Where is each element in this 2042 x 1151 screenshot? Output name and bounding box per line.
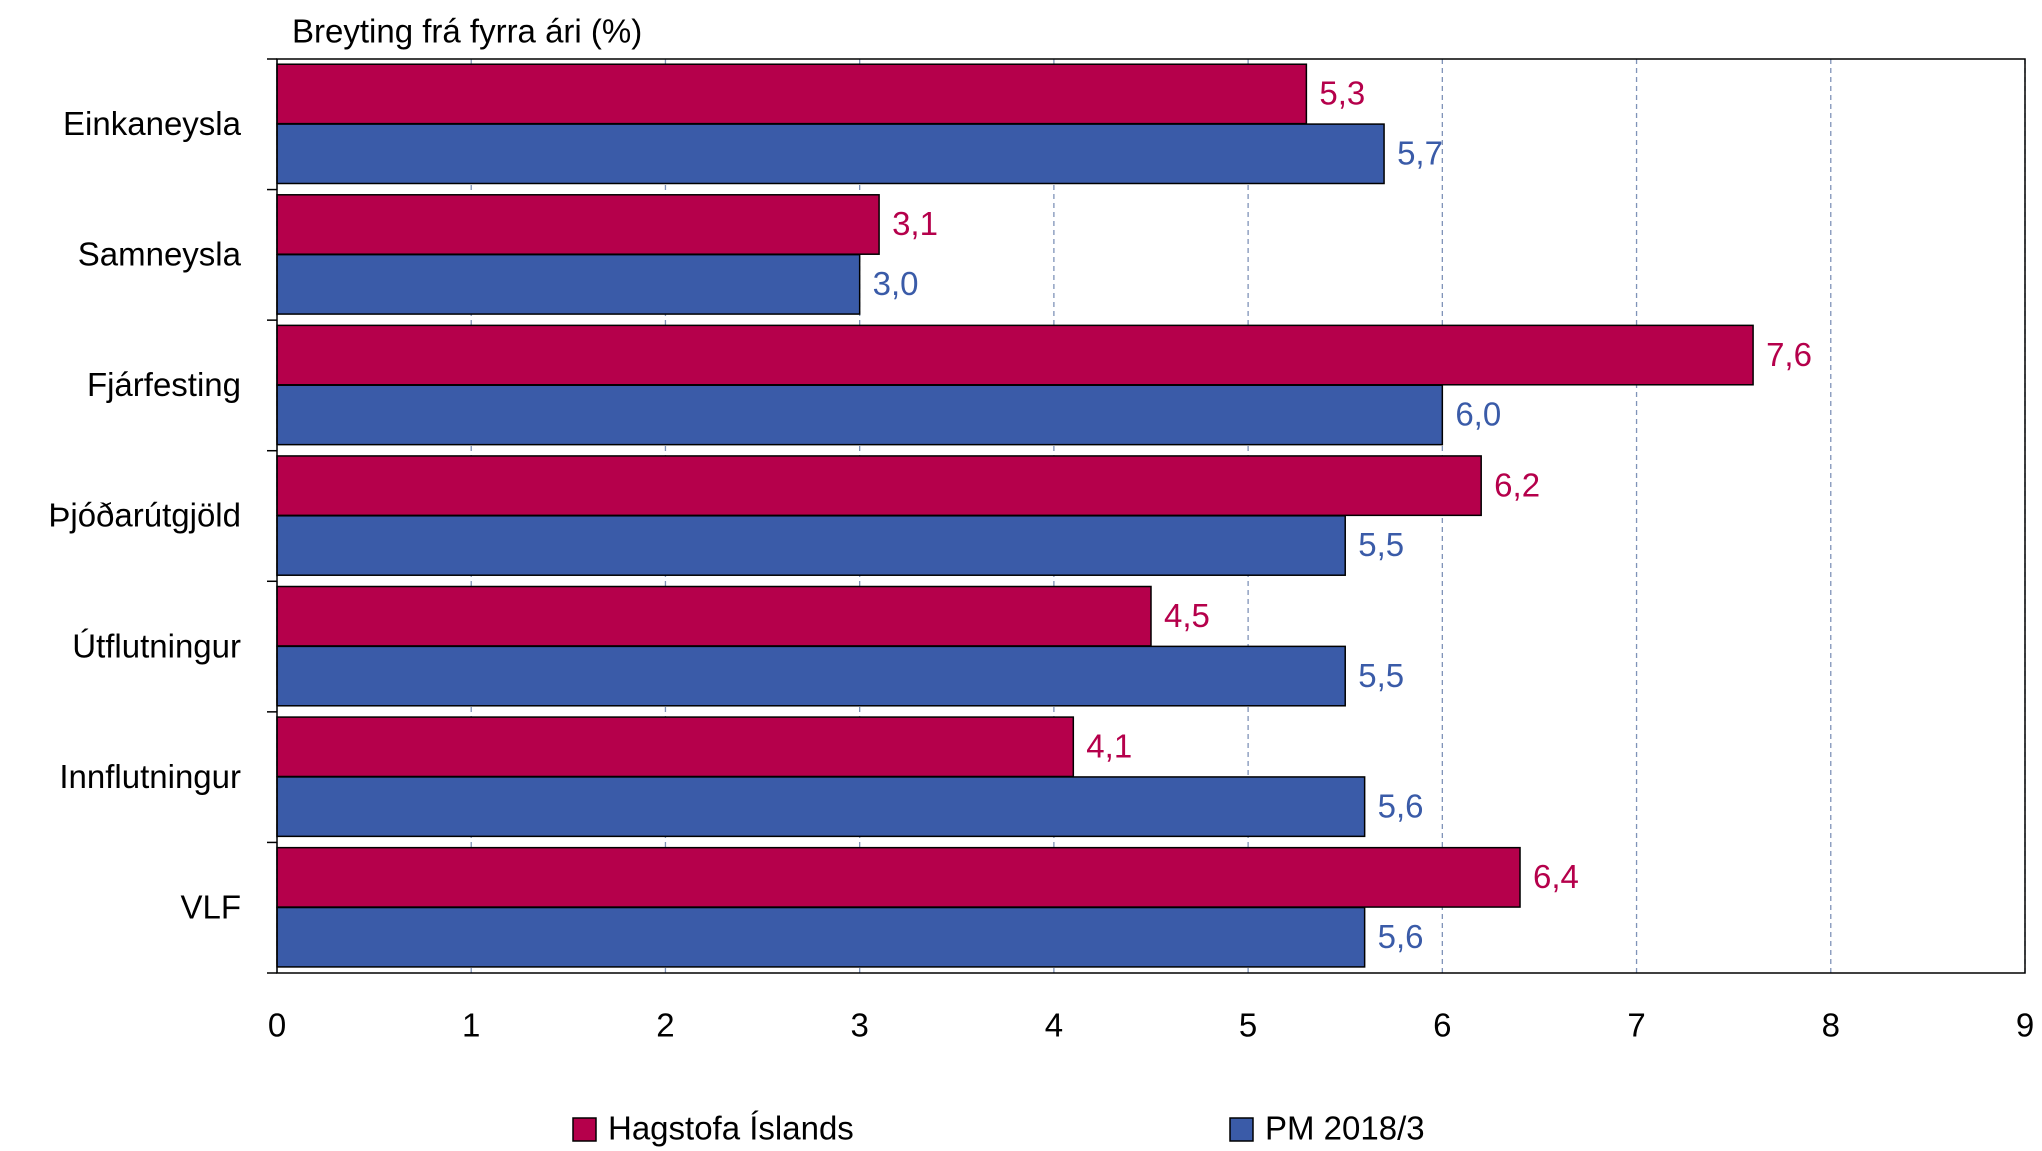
y-tick-label: VLF (180, 888, 241, 925)
x-tick-label: 0 (268, 1007, 286, 1044)
y-tick-label: Útflutningur (72, 627, 241, 664)
y-tick-label: Þjóðarútgjöld (48, 497, 241, 534)
bar (276, 384, 1444, 446)
x-tick-label: 4 (1045, 1007, 1063, 1044)
data-label: 5,5 (1358, 526, 1404, 563)
x-tick-label: 7 (1627, 1007, 1645, 1044)
bar (276, 455, 1482, 517)
y-tick-label: Einkaneysla (63, 105, 242, 142)
bar (276, 776, 1366, 838)
data-label: 5,3 (1319, 75, 1365, 112)
data-label: 3,1 (892, 205, 938, 242)
y-tick-label: Fjárfesting (87, 366, 241, 403)
data-label: 4,1 (1086, 728, 1132, 765)
y-tick-label: Samneysla (78, 236, 242, 273)
bar (276, 123, 1385, 185)
bar (276, 645, 1346, 707)
plot-frame (276, 58, 2026, 974)
data-label: 3,0 (873, 265, 919, 302)
chart-title: Breyting frá fyrra ári (%) (292, 13, 642, 50)
bar (276, 253, 861, 315)
legend-label: PM 2018/3 (1265, 1110, 1425, 1147)
bar (276, 63, 1308, 125)
data-label: 6,4 (1533, 858, 1579, 895)
data-label: 4,5 (1164, 597, 1210, 634)
x-tick-label: 9 (2016, 1007, 2034, 1044)
data-label: 7,6 (1766, 336, 1812, 373)
data-label: 6,2 (1494, 466, 1540, 503)
bar (276, 194, 880, 255)
data-label: 6,0 (1455, 396, 1501, 433)
data-label: 5,6 (1378, 787, 1424, 824)
x-tick-label: 5 (1239, 1007, 1257, 1044)
x-tick-label: 1 (462, 1007, 480, 1044)
legend-swatch (572, 1117, 597, 1142)
bar (276, 324, 1754, 386)
bar (276, 906, 1366, 968)
data-label: 5,7 (1397, 135, 1443, 172)
bar (276, 585, 1152, 647)
legend-swatch (1229, 1117, 1254, 1142)
bar (276, 846, 1521, 908)
x-tick-label: 6 (1433, 1007, 1451, 1044)
x-tick-label: 2 (656, 1007, 674, 1044)
bar (276, 716, 1075, 778)
x-tick-label: 3 (850, 1007, 868, 1044)
y-tick-label: Innflutningur (59, 758, 241, 795)
data-label: 5,6 (1378, 918, 1424, 955)
data-label: 5,5 (1358, 657, 1404, 694)
legend-label: Hagstofa Íslands (608, 1110, 854, 1147)
x-tick-label: 8 (1822, 1007, 1840, 1044)
bar (276, 515, 1346, 576)
